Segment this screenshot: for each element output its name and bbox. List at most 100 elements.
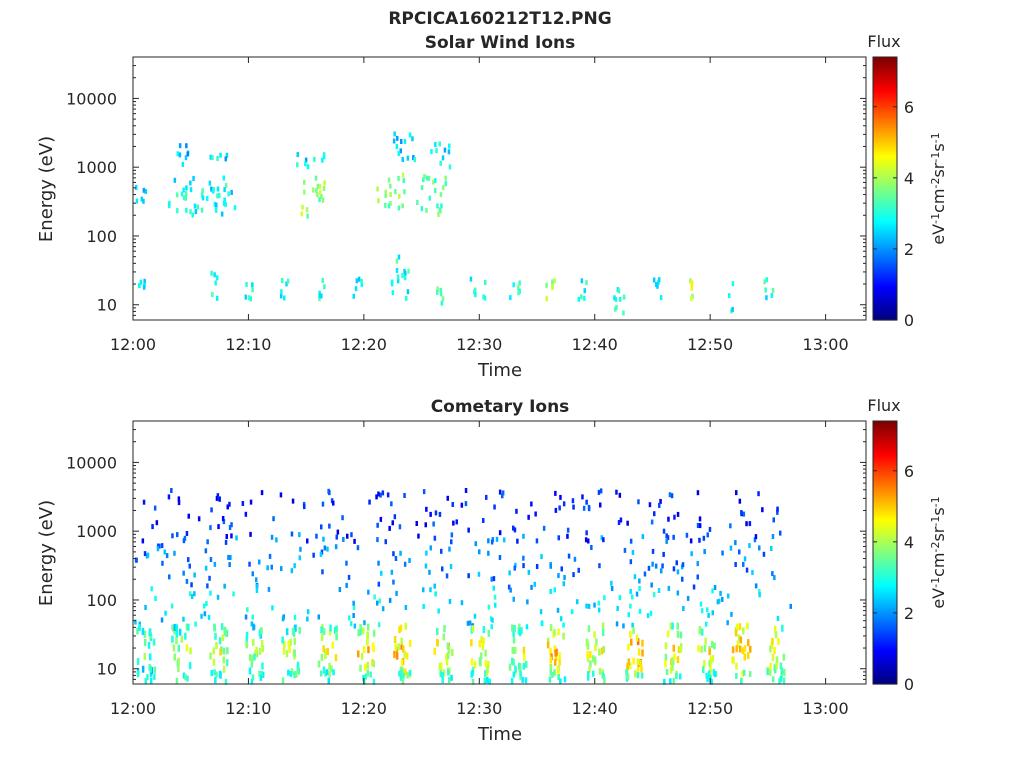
colorbar-swatch [873,462,897,466]
data-cell [676,511,680,517]
data-cell [348,615,351,621]
data-cell [494,602,497,608]
colorbar-swatch [873,203,897,207]
data-cell [151,524,154,530]
data-cell [696,561,699,567]
data-cell [408,670,412,676]
data-cell [735,623,739,631]
data-cell [535,564,539,569]
data-cell [321,277,324,283]
data-cell [303,179,306,185]
colorbar-swatch [873,238,897,242]
data-cell [636,672,640,679]
data-cell [146,674,149,681]
data-cell [734,629,738,637]
data-cell [735,490,738,496]
data-cell [524,677,528,684]
colorbar-swatch [873,480,897,483]
data-cell [322,536,325,542]
data-cell [745,567,749,573]
data-cell [598,648,601,656]
data-cell [700,608,704,614]
data-cell [367,623,370,631]
data-cell [366,661,369,669]
data-cell [144,189,147,194]
data-cell [657,279,660,285]
data-cell [664,642,668,650]
colorbar-swatch [873,559,897,562]
cometary-ticks: 12:00 12:10 12:20 12:30 12:40 12:50 13:00 10 100… [66,420,866,718]
data-cell [707,612,710,618]
data-cell [251,282,254,288]
data-cell [213,561,217,567]
data-cell [665,669,669,675]
data-cell [150,586,153,592]
colorbar-swatch [873,616,897,619]
data-cell [218,670,222,677]
data-cell [566,533,569,539]
data-cell [789,603,792,609]
cometary-colorbar: 0 2 4 6 eV-1cm-2sr-1s-1 [872,420,948,694]
data-cell [689,278,692,284]
data-cell [251,674,255,681]
data-cell [345,560,348,566]
data-cell [634,670,637,678]
data-cell [761,507,764,513]
data-cell [466,620,470,626]
colorbar-swatch [873,607,897,611]
data-cell [478,640,482,648]
colorbar-swatch [873,92,897,95]
data-cell [401,157,404,162]
data-cell [734,562,737,567]
data-cell [493,504,496,510]
data-cell [437,211,440,217]
data-cell [394,556,398,561]
data-cell [512,636,516,644]
data-cell [403,561,407,567]
data-cell [676,569,680,575]
data-cell [224,678,228,685]
data-cell [690,285,693,291]
data-cell [328,670,331,678]
colorbar-swatch [873,456,897,459]
data-cell [335,629,338,637]
data-cell [261,645,265,653]
data-cell [395,267,399,273]
data-cell [510,677,514,684]
data-cell [436,628,439,635]
colorbar-swatch [873,431,897,435]
data-cell [163,549,166,555]
data-cell [658,502,661,508]
data-cell [635,591,639,597]
colorbar-swatch [873,164,897,168]
data-cell [445,573,449,579]
y-tick-label: 1000 [76,158,117,177]
data-cell [743,669,746,676]
data-cell [398,524,402,530]
data-cell [625,669,628,676]
colorbar-swatch [873,271,897,275]
data-cell [185,644,189,652]
data-cell [480,652,483,660]
data-cell [209,652,212,660]
data-cell [317,614,320,620]
data-cell [140,196,144,202]
data-cell [391,290,395,296]
data-cell [252,623,255,631]
data-cell [478,549,481,555]
data-cell [266,565,269,571]
data-cell [747,652,750,660]
data-cell [577,296,580,302]
data-cell [486,677,489,683]
figure-title: RPCICA160212T12.PNG [388,9,611,29]
data-cell [212,658,216,666]
colorbar-swatch [873,620,897,624]
data-cell [557,674,560,680]
data-cell [548,676,552,683]
data-cell [187,557,190,563]
data-cell [530,584,533,590]
data-cell [442,633,445,641]
data-cell [287,640,290,648]
colorbar-swatch [873,642,897,646]
colorbar-swatch [873,190,897,194]
